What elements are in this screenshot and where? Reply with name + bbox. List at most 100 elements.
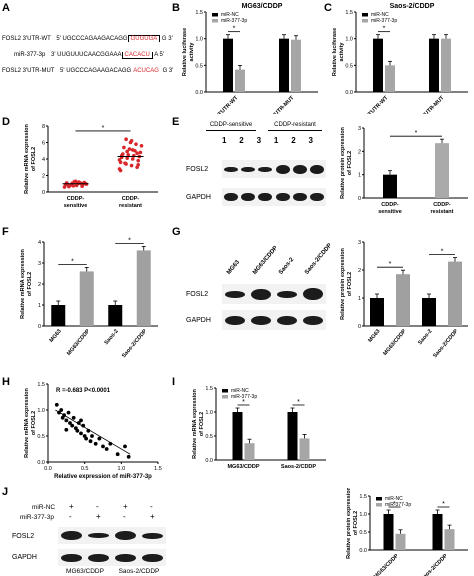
legend-label: miR-377-3p xyxy=(231,394,257,400)
y-tick-label: 1.0 xyxy=(205,410,213,416)
blot-band xyxy=(224,290,246,298)
x-tick-label: MG63 xyxy=(367,328,381,343)
y-tick-label: 0 xyxy=(42,190,45,196)
blot-e-header-resistant: CDDP-resistant xyxy=(274,122,316,128)
seq-site: CACACU xyxy=(121,52,153,59)
blot-band xyxy=(223,166,238,172)
legend-swatch xyxy=(212,13,218,17)
blot-band xyxy=(302,288,324,300)
bar xyxy=(383,514,394,550)
chart-e-protein: 0 1 2 3 Relative protein expression of FOSL2 C… xyxy=(340,126,468,215)
y-tick-label: 1.0 xyxy=(345,37,353,43)
blot-g-lane-label: MG63/CDDP xyxy=(252,245,280,276)
x-tick-label: Saos-2 xyxy=(104,328,120,346)
blot-j-treatment-mark: - xyxy=(150,502,153,511)
seq-site: ACUCAG xyxy=(133,68,159,74)
blot-e-row-fosl2: FOSL2 xyxy=(186,166,209,173)
data-point xyxy=(68,421,72,425)
y-tick-label: 3 xyxy=(38,261,41,267)
bar xyxy=(385,65,395,92)
data-point xyxy=(127,147,132,151)
bar xyxy=(373,38,383,92)
y-axis-title: activity xyxy=(189,42,195,62)
data-point xyxy=(122,145,126,150)
y-axis-title: Relative protein expression xyxy=(346,488,352,559)
y-tick-label: 0 xyxy=(38,324,41,330)
data-point xyxy=(135,151,139,156)
bar xyxy=(444,529,455,550)
x-tick-label: MG63/CDDP xyxy=(373,553,400,576)
blot-band xyxy=(141,532,164,539)
x-tick-label: Saos-2/CDDP xyxy=(432,328,459,359)
blot-band xyxy=(60,553,83,562)
x-tick-label: MG63/CDDP xyxy=(66,328,91,357)
seq-right: A 5' xyxy=(154,52,165,58)
data-point xyxy=(124,137,128,141)
y-tick-label: 0 xyxy=(358,196,361,202)
blot-g-lane-labels: MG63 MG63/CDDP Saos-2 Saos-2/CDDP xyxy=(222,232,333,276)
x-tick-label: FOSL2 3'UTR-MUT xyxy=(257,95,296,114)
seq-left: 5' UGCCCAGAAGACAGG xyxy=(56,36,128,42)
x-axis-title: Relative expression of miR-377-3p xyxy=(54,474,152,480)
significance-star: * xyxy=(415,130,418,137)
blot-band xyxy=(241,166,255,172)
y-tick-label: 0.5 xyxy=(37,434,45,440)
y-tick-label: 1.5 xyxy=(205,386,213,392)
blot-band xyxy=(258,166,273,172)
x-tick-label: FOSL2 3'UTR-WT xyxy=(203,95,240,114)
panel-letter-e: E xyxy=(172,116,180,128)
legend-label: miR-NC xyxy=(221,12,239,18)
blot-band xyxy=(276,290,298,298)
blot-j-fosl2-strip xyxy=(58,527,166,544)
significance-star: * xyxy=(128,237,131,244)
y-axis-title: of FOSL2 xyxy=(353,511,359,535)
y-tick-label: 6 xyxy=(42,141,45,147)
data-point xyxy=(66,410,71,415)
significance-star: * xyxy=(233,26,236,33)
bar xyxy=(279,38,289,92)
significance-star: * xyxy=(71,258,74,265)
legend-swatch xyxy=(222,389,228,393)
panel-letter-a: A xyxy=(2,2,10,14)
bar xyxy=(235,69,245,92)
blot-band xyxy=(223,193,238,201)
y-axis-title: Relative mRNA expression xyxy=(24,123,30,193)
panel-letter-d: D xyxy=(2,116,10,128)
blot-g-lane-label: Saos-2 xyxy=(278,256,296,276)
blot-j-treatment-mark: - xyxy=(69,512,72,521)
blot-band xyxy=(141,553,164,562)
chart-d-scatter-mrna: 0 2 4 6 8 Relative mRNA expression of FOSL2 CDD… xyxy=(24,123,158,209)
panel-letter-b: B xyxy=(172,2,180,14)
blot-j-treat-label: miR-377-3p xyxy=(20,514,54,521)
legend-swatch xyxy=(376,497,382,501)
legend-label: miR-NC xyxy=(371,12,389,18)
data-point xyxy=(129,163,134,168)
y-tick-label: 1.5 xyxy=(345,10,353,16)
blot-e-bracket xyxy=(268,130,322,131)
y-axis-title: of FOSL2 xyxy=(27,272,33,296)
panel-letter-g: G xyxy=(172,226,181,238)
seq-site: GUGUGA xyxy=(127,35,161,42)
y-tick-label: 0.5 xyxy=(345,63,353,69)
blot-j-treatment-marks: + - + - - + - + xyxy=(58,500,168,524)
panel-letter-i: I xyxy=(172,376,176,388)
panel-letter-f: F xyxy=(2,226,9,238)
blot-g-fosl2-strip xyxy=(222,284,326,304)
x-tick-label: FOSL2 3'UTR-WT xyxy=(353,95,390,114)
x-tick-label: Saos-2/CDDP xyxy=(420,553,449,576)
blot-j-treatment-mark: - xyxy=(123,512,126,521)
legend-label: miR-377-3p xyxy=(221,18,247,24)
y-tick-label: 2 xyxy=(42,174,45,180)
data-point xyxy=(130,148,135,152)
blot-band xyxy=(87,553,110,562)
data-point xyxy=(129,139,134,143)
blot-band xyxy=(276,315,298,325)
data-point xyxy=(115,452,120,457)
data-point xyxy=(54,402,59,407)
legend-swatch xyxy=(362,13,368,17)
data-point xyxy=(67,184,71,189)
legend-label: miR-377-3p xyxy=(385,502,411,508)
blot-e-lane-numbers: 1 2 3 1 2 3 xyxy=(204,134,324,146)
seq-row-mut: FOSL2 3'UTR-MUT 5' UGCCCAGAAGACAGG ACUCAG… xyxy=(2,68,173,74)
panel-letter-c: C xyxy=(324,2,332,14)
